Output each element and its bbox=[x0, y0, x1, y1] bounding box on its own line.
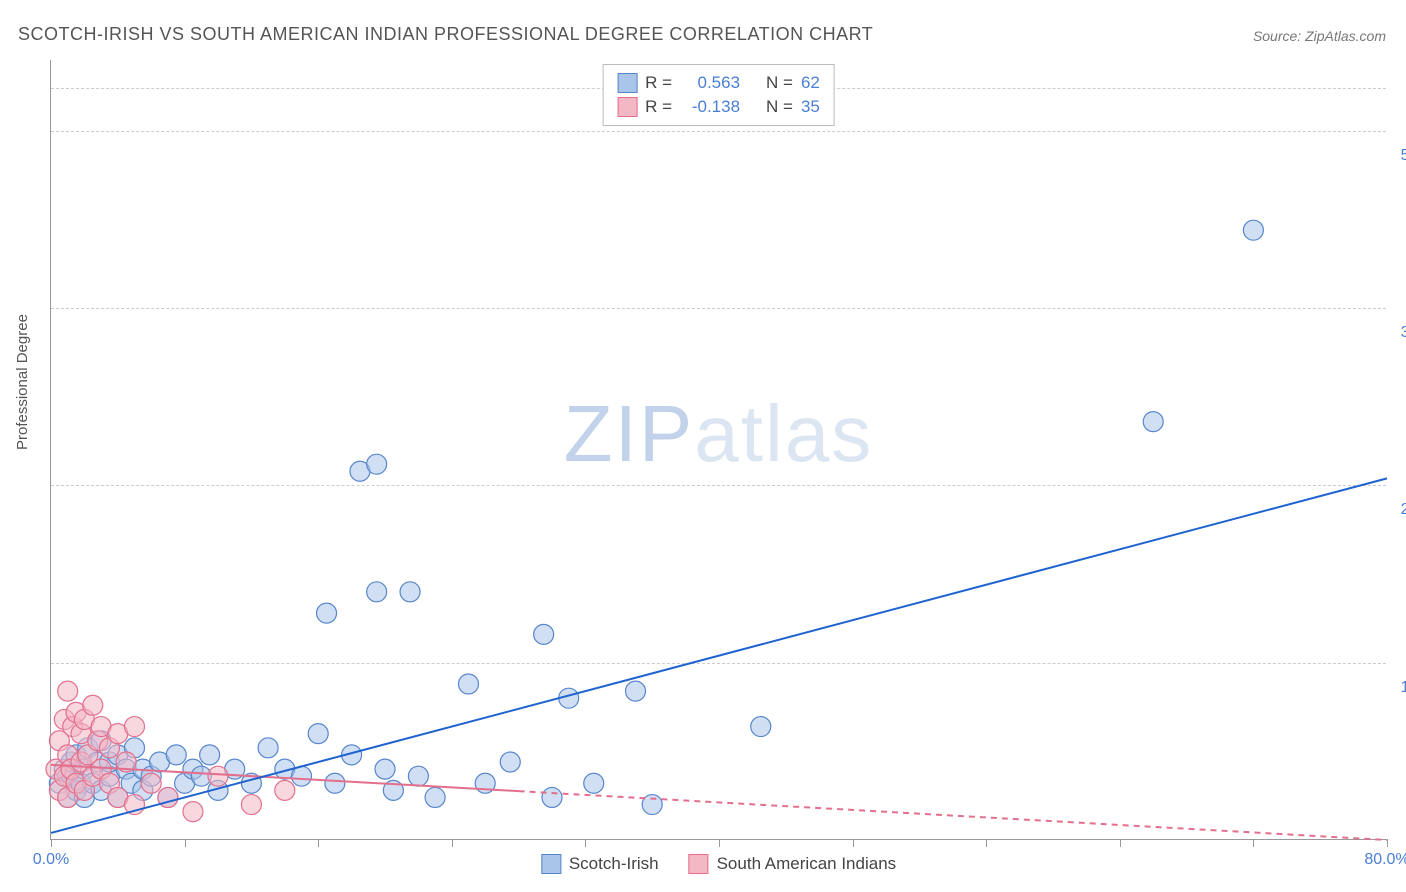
source-name: ZipAtlas.com bbox=[1305, 28, 1386, 44]
trend-line bbox=[51, 478, 1387, 833]
data-point bbox=[275, 780, 295, 800]
y-tick-label: 50.0% bbox=[1391, 147, 1406, 165]
data-point bbox=[308, 724, 328, 744]
data-point bbox=[58, 681, 78, 701]
data-point bbox=[258, 738, 278, 758]
legend-row: R = 0.563 N = 62 bbox=[617, 71, 820, 95]
data-point bbox=[200, 745, 220, 765]
data-point bbox=[425, 787, 445, 807]
x-tick-label: 0.0% bbox=[33, 851, 69, 869]
chart-container: SCOTCH-IRISH VS SOUTH AMERICAN INDIAN PR… bbox=[0, 0, 1406, 892]
legend-n-label: N = bbox=[766, 97, 793, 117]
y-tick-label: 37.5% bbox=[1391, 324, 1406, 342]
legend-r-label: R = bbox=[645, 97, 672, 117]
data-point bbox=[166, 745, 186, 765]
data-point bbox=[125, 717, 145, 737]
data-point bbox=[542, 787, 562, 807]
y-axis-label: Professional Degree bbox=[14, 314, 31, 450]
x-tick bbox=[185, 839, 186, 847]
data-point bbox=[367, 582, 387, 602]
data-point bbox=[1143, 412, 1163, 432]
x-tick bbox=[986, 839, 987, 847]
y-tick-label: 12.5% bbox=[1391, 679, 1406, 697]
data-point bbox=[141, 773, 161, 793]
x-tick bbox=[1387, 839, 1388, 847]
legend-series-label: Scotch-Irish bbox=[569, 854, 659, 874]
data-point bbox=[584, 773, 604, 793]
chart-title: SCOTCH-IRISH VS SOUTH AMERICAN INDIAN PR… bbox=[18, 24, 873, 45]
plot-area: ZIPatlas R =0.563N =62R =-0.138N =35 Sco… bbox=[50, 60, 1386, 840]
data-point bbox=[751, 717, 771, 737]
source-prefix: Source: bbox=[1253, 28, 1305, 44]
data-point bbox=[408, 766, 428, 786]
y-tick-label: 25.0% bbox=[1391, 501, 1406, 519]
x-tick bbox=[719, 839, 720, 847]
data-point bbox=[208, 766, 228, 786]
data-point bbox=[317, 603, 337, 623]
x-tick bbox=[452, 839, 453, 847]
legend-item: South American Indians bbox=[689, 854, 897, 874]
legend-n-value: 35 bbox=[801, 97, 820, 117]
legend-row: R = -0.138 N = 35 bbox=[617, 95, 820, 119]
legend-r-value: 0.563 bbox=[680, 73, 740, 93]
x-tick bbox=[1120, 839, 1121, 847]
x-tick bbox=[51, 839, 52, 847]
data-point bbox=[400, 582, 420, 602]
legend-swatch bbox=[617, 73, 637, 93]
data-point bbox=[183, 802, 203, 822]
data-point bbox=[500, 752, 520, 772]
x-tick bbox=[318, 839, 319, 847]
legend-correlation: R = 0.563 N = 62 R = -0.138 N = 35 bbox=[602, 64, 835, 126]
legend-series: Scotch-Irish South American Indians bbox=[541, 854, 896, 874]
legend-series-label: South American Indians bbox=[717, 854, 897, 874]
legend-item: Scotch-Irish bbox=[541, 854, 659, 874]
legend-r-label: R = bbox=[645, 73, 672, 93]
data-point bbox=[534, 624, 554, 644]
data-point bbox=[459, 674, 479, 694]
legend-n-value: 62 bbox=[801, 73, 820, 93]
legend-r-value: -0.138 bbox=[680, 97, 740, 117]
data-point bbox=[626, 681, 646, 701]
x-tick bbox=[853, 839, 854, 847]
data-point bbox=[1243, 220, 1263, 240]
x-tick bbox=[585, 839, 586, 847]
legend-swatch bbox=[541, 854, 561, 874]
plot-svg bbox=[51, 60, 1386, 839]
data-point bbox=[375, 759, 395, 779]
data-point bbox=[241, 795, 261, 815]
data-point bbox=[367, 454, 387, 474]
x-tick bbox=[1253, 839, 1254, 847]
legend-swatch bbox=[617, 97, 637, 117]
data-point bbox=[325, 773, 345, 793]
data-point bbox=[83, 695, 103, 715]
x-tick-label: 80.0% bbox=[1364, 851, 1406, 869]
legend-n-label: N = bbox=[766, 73, 793, 93]
source-attribution: Source: ZipAtlas.com bbox=[1253, 28, 1386, 44]
legend-swatch bbox=[689, 854, 709, 874]
